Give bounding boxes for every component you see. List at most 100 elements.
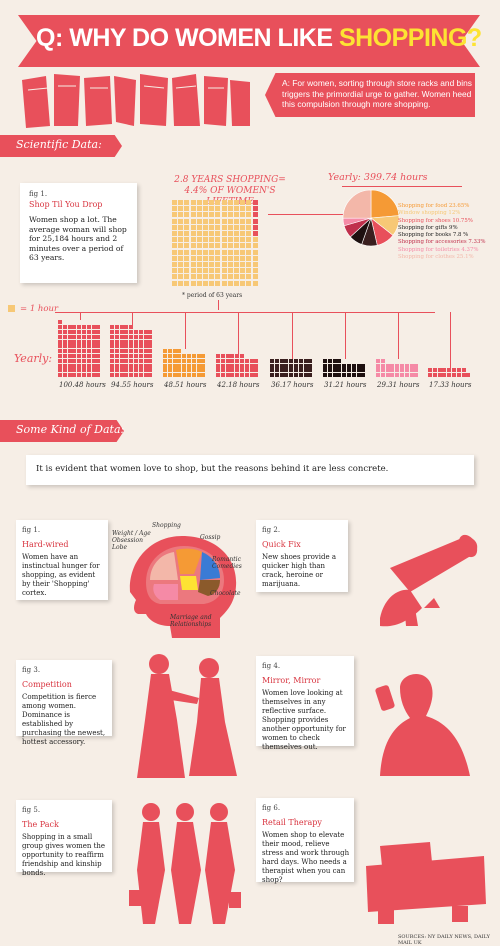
yearly-bar-cell: [235, 368, 240, 373]
lifetime-grid-cell: [196, 268, 202, 274]
yearly-bar-cell: [303, 368, 308, 373]
lifetime-grid-cell: [178, 255, 184, 261]
yearly-bar-cell: [332, 363, 337, 368]
yearly-bar-cell: [235, 358, 240, 363]
yearly-bar-cell: [138, 344, 143, 349]
yearly-bar-cell: [77, 368, 82, 373]
lifetime-grid-cell: [215, 206, 221, 212]
shopping-bag-icon: [22, 76, 50, 128]
yearly-bar-cell: [77, 334, 82, 339]
lifetime-grid-cell: [240, 243, 246, 249]
lifetime-grid-cell: [221, 237, 227, 243]
lifetime-grid-cell: [221, 280, 227, 286]
yearly-bar-cell: [138, 353, 143, 358]
yearly-bar-cell: [254, 358, 259, 363]
yearly-bar-cell: [114, 344, 119, 349]
yearly-bar-cell: [289, 373, 294, 378]
pie-legend: Shopping for food 23.65% Window shopping …: [398, 203, 498, 261]
yearly-bar-cell: [182, 353, 187, 358]
lifetime-grid-cell: [178, 218, 184, 224]
yearly-bar-cell: [351, 373, 356, 378]
yearly-bar-cell: [124, 344, 129, 349]
yearly-bar-cell: [82, 329, 86, 334]
yearly-bar-cell: [58, 349, 62, 354]
lifetime-grid-cell: [172, 262, 177, 267]
lifetime-grid-cell: [190, 262, 196, 267]
yearly-bar-cell: [67, 325, 72, 330]
yearly-bar-cell: [187, 368, 191, 373]
shopping-bag-icon: [54, 74, 80, 126]
yearly-bar-cell: [270, 368, 274, 373]
lifetime-grid-cell: [240, 280, 246, 286]
yearly-bar-cell: [58, 344, 62, 349]
lifetime-grid-cell: [227, 218, 233, 224]
yearly-bar-cell: [220, 363, 225, 368]
yearly-bar-cell: [77, 353, 82, 358]
yearly-bar-cell: [96, 353, 101, 358]
fig-number: fig 2.: [262, 526, 281, 534]
yearly-bar-cell: [62, 368, 67, 373]
yearly-bar-cell: [143, 373, 148, 378]
yearly-bar-cell: [148, 344, 153, 349]
yearly-bar-cell: [148, 339, 153, 344]
drop-line: [449, 312, 451, 369]
pie-legend-item: Shopping for accessories 7.33%: [398, 239, 486, 246]
yearly-bar-cell: [129, 353, 134, 358]
yearly-bar-cell: [380, 358, 385, 363]
yearly-bar-cell: [82, 373, 86, 378]
yearly-bar-cell: [62, 353, 67, 358]
yearly-bar-cell: [442, 373, 447, 378]
yearly-bar-cell: [380, 363, 385, 368]
yearly-bar-cell: [270, 358, 274, 363]
shopping-bag-icon: [140, 74, 168, 126]
lifetime-grid-cell: [234, 274, 239, 280]
yearly-bar-cell: [230, 354, 235, 358]
yearly-bar-cell: [404, 368, 409, 373]
yearly-bar-cell: [414, 363, 419, 368]
yearly-bar-cell: [230, 358, 235, 363]
lifetime-grid-cell: [252, 262, 258, 267]
lifetime-grid-cell: [184, 268, 190, 274]
yearly-bar-cell: [96, 344, 101, 349]
lifetime-grid-cell: [215, 249, 221, 255]
yearly-bar-cell: [323, 363, 327, 368]
yearly-bar-cell: [148, 363, 153, 368]
lifetime-grid-cell: [196, 280, 202, 286]
fig-title: Retail Therapy: [262, 818, 322, 827]
yearly-bar-cell: [67, 349, 72, 354]
lifetime-grid-cell: [215, 255, 221, 261]
fig-body: Women shop to elevate their mood, reliev…: [262, 831, 350, 884]
lifetime-grid-cell: [190, 218, 196, 224]
lifetime-grid-cell: [246, 274, 252, 280]
lifetime-grid-cell: [172, 206, 177, 212]
yearly-bar-cell: [110, 373, 114, 378]
sources: SOURCES: NY DAILY NEWS, DAILY MAIL UK: [398, 934, 490, 946]
drop-line: [184, 312, 186, 350]
yearly-bar-cell: [91, 358, 96, 363]
pie-legend-item: Shopping for clothes 25.1%: [398, 254, 474, 261]
yearly-bar-grid: [270, 358, 313, 378]
yearly-bar-cell: [332, 373, 337, 378]
fig-number: fig 1.: [22, 526, 41, 534]
pie-legend-item: Shopping for gifts 9%: [398, 224, 458, 231]
yearly-bar-cell: [110, 334, 114, 339]
yearly-bar-cell: [72, 325, 77, 330]
lifetime-grid-cell: [172, 249, 177, 255]
fig-card-the-pack: fig 5. The Pack Shopping in a small grou…: [16, 800, 112, 877]
yearly-bar-cell: [138, 339, 143, 344]
yearly-bar-cell: [114, 339, 119, 344]
lifetime-grid-cell: [196, 218, 202, 224]
lifetime-grid-cell: [203, 218, 208, 224]
lifetime-grid-cell: [172, 268, 177, 274]
lifetime-grid-cell: [227, 274, 233, 280]
lifetime-grid-cell: [221, 231, 227, 236]
yearly-bar-cell: [143, 329, 148, 334]
pie-legend-item: Shopping for food 23.65%: [398, 203, 470, 209]
yearly-bar-cell: [289, 368, 294, 373]
answer-text: A: For women, sorting through store rack…: [282, 78, 472, 109]
yearly-bar-cell: [129, 334, 134, 339]
yearly-bar-cell: [138, 334, 143, 339]
yearly-bar-cell: [91, 373, 96, 378]
shopping-pie-chart: [342, 189, 400, 247]
yearly-bar-cell: [138, 368, 143, 373]
